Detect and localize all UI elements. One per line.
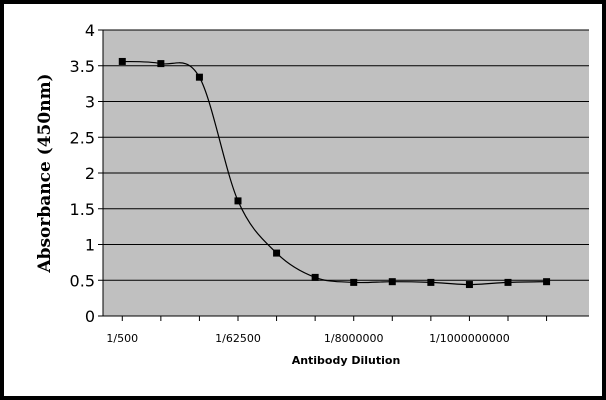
x-axis-title: Antibody Dilution [292, 354, 401, 367]
y-tick-label-1: 0.5 [70, 271, 95, 290]
x-tick-label-0: 1/500 [106, 332, 138, 345]
y-tick-label-2: 1 [85, 236, 95, 255]
data-point-10 [504, 278, 512, 286]
chart-frame: 0 0.5 1 1.5 2 2.5 3 3.5 4 1/500 1/62500 1/8000000 1… [4, 4, 602, 396]
absorbance-line-chart: 00.511.522.533.54 1/500 1/62500 1/8000000 1… [35, 21, 589, 367]
data-point-2 [195, 73, 203, 81]
series-group [118, 57, 551, 289]
data-point-5 [311, 273, 319, 281]
x-tick-label-3: 1/1000000000 [429, 332, 510, 345]
gridlines [98, 29, 589, 321]
data-point-3 [234, 197, 242, 205]
data-point-11 [543, 278, 551, 286]
data-point-6 [350, 278, 358, 286]
y-tick-label-7: 3.5 [70, 57, 95, 76]
data-point-8 [427, 278, 435, 286]
y-tick-label-5: 2.5 [70, 128, 95, 147]
y-tick-labels: 0 0.5 1 1.5 2 2.5 3 3.5 4 [70, 21, 95, 326]
data-point-4 [273, 249, 281, 257]
data-point-7 [388, 278, 396, 286]
data-point-1 [157, 60, 165, 68]
data-point-0 [118, 57, 126, 65]
y-tick-label-0: 0 [85, 307, 95, 326]
y-tick-label-6: 3 [85, 93, 95, 112]
x-tick-label-2: 1/8000000 [324, 332, 384, 345]
y-axis-title: Absorbance (450nm) [35, 73, 55, 273]
data-point-9 [465, 281, 473, 289]
y-tick-label-8: 4 [85, 21, 95, 40]
x-tick-labels: 1/500 1/62500 1/8000000 1/1000000000 [106, 332, 509, 345]
y-tick-label-3: 1.5 [70, 200, 95, 219]
x-tick-label-1: 1/62500 [215, 332, 261, 345]
y-tick-label-4: 2 [85, 164, 95, 183]
